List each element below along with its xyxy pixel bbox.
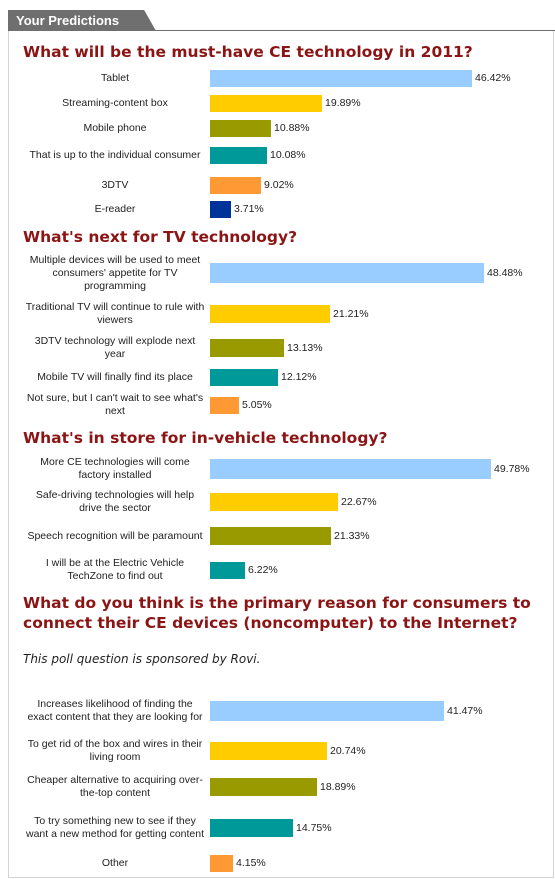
percent-label: 5.05%: [242, 398, 272, 411]
result-bar: [210, 69, 472, 87]
result-bar: [210, 339, 284, 357]
option-label: To try something new to see if they want…: [25, 815, 205, 840]
percent-label: 21.21%: [333, 307, 369, 320]
percent-label: 20.74%: [330, 744, 366, 757]
option-label: Cheaper alternative to acquiring over-th…: [27, 774, 203, 799]
result-bar: [210, 263, 484, 283]
option-label: Mobile TV will finally find its place: [37, 371, 193, 383]
poll-title-internet-line-1: What do you think is the primary reason …: [23, 594, 531, 612]
result-bar: [210, 459, 491, 479]
percent-label: 22.67%: [341, 495, 377, 508]
percent-label: 13.13%: [287, 341, 323, 354]
option-label: Speech recognition will be paramount: [27, 530, 203, 542]
sponsor-note: This poll question is sponsored by Rovi.: [23, 652, 261, 666]
option-label: 3DTV technology will explode next year: [34, 335, 196, 360]
tab-underline: [8, 30, 555, 31]
percent-label: 9.02%: [264, 178, 294, 191]
option-label: That is up to the individual consumer: [29, 149, 201, 161]
percent-label: 21.33%: [334, 529, 370, 542]
predictions-tab-header: Your Predictions: [0, 0, 555, 31]
option-label: Other: [101, 857, 129, 869]
percent-label: 48.48%: [487, 266, 523, 279]
percent-label: 4.15%: [236, 856, 266, 869]
percent-label: 46.42%: [475, 71, 511, 84]
result-bar: [210, 493, 338, 511]
percent-label: 18.89%: [320, 780, 356, 793]
result-bar: [210, 561, 245, 579]
option-label: Streaming-content box: [62, 97, 168, 109]
result-bar: [210, 396, 239, 414]
tab-background: [8, 10, 156, 31]
option-label: To get rid of the box and wires in their…: [27, 738, 203, 763]
option-label: Multiple devices will be used to meet co…: [29, 254, 201, 292]
percent-label: 14.75%: [296, 821, 332, 834]
result-bar: [210, 200, 231, 218]
option-label: Tablet: [100, 72, 130, 84]
percent-label: 10.08%: [270, 148, 306, 161]
result-bar: [210, 94, 322, 112]
poll-title-internet-line-2: connect their CE devices (noncomputer) t…: [23, 614, 518, 632]
option-label: E-reader: [94, 203, 136, 215]
panel-title: Your Predictions: [16, 13, 120, 28]
result-bar: [210, 701, 444, 721]
option-label: More CE technologies will come factory i…: [40, 456, 190, 481]
poll-title-in-vehicle: What's in store for in-vehicle technolog…: [23, 429, 388, 447]
option-label: I will be at the Electric Vehicle TechZo…: [45, 557, 185, 582]
result-bar: [210, 368, 278, 386]
poll-title-tv-technology: What's next for TV technology?: [23, 228, 298, 246]
result-bar: [210, 742, 327, 760]
percent-label: 3.71%: [234, 202, 264, 215]
result-bar: [210, 819, 293, 837]
percent-label: 12.12%: [281, 370, 317, 383]
option-label: Traditional TV will continue to rule wit…: [25, 301, 205, 326]
option-label: Increases likelihood of finding the exac…: [27, 698, 203, 723]
result-bar: [210, 527, 331, 545]
option-label: Safe-driving technologies will help driv…: [35, 489, 195, 514]
percent-label: 41.47%: [447, 704, 483, 717]
option-label: 3DTV: [101, 179, 129, 191]
percent-label: 6.22%: [248, 563, 278, 576]
result-bar: [210, 176, 261, 194]
option-label: Not sure, but I can't wait to see what's…: [26, 392, 204, 417]
percent-label: 49.78%: [494, 462, 530, 475]
poll-title-ce-technology: What will be the must-have CE technology…: [23, 43, 473, 61]
result-bar: [210, 146, 267, 164]
percent-label: 10.88%: [274, 121, 310, 134]
result-bar: [210, 778, 317, 796]
result-bar: [210, 854, 233, 872]
predictions-panel: [8, 31, 554, 878]
result-bar: [210, 119, 271, 137]
percent-label: 19.89%: [325, 96, 361, 109]
result-bar: [210, 305, 330, 323]
option-label: Mobile phone: [83, 122, 147, 134]
